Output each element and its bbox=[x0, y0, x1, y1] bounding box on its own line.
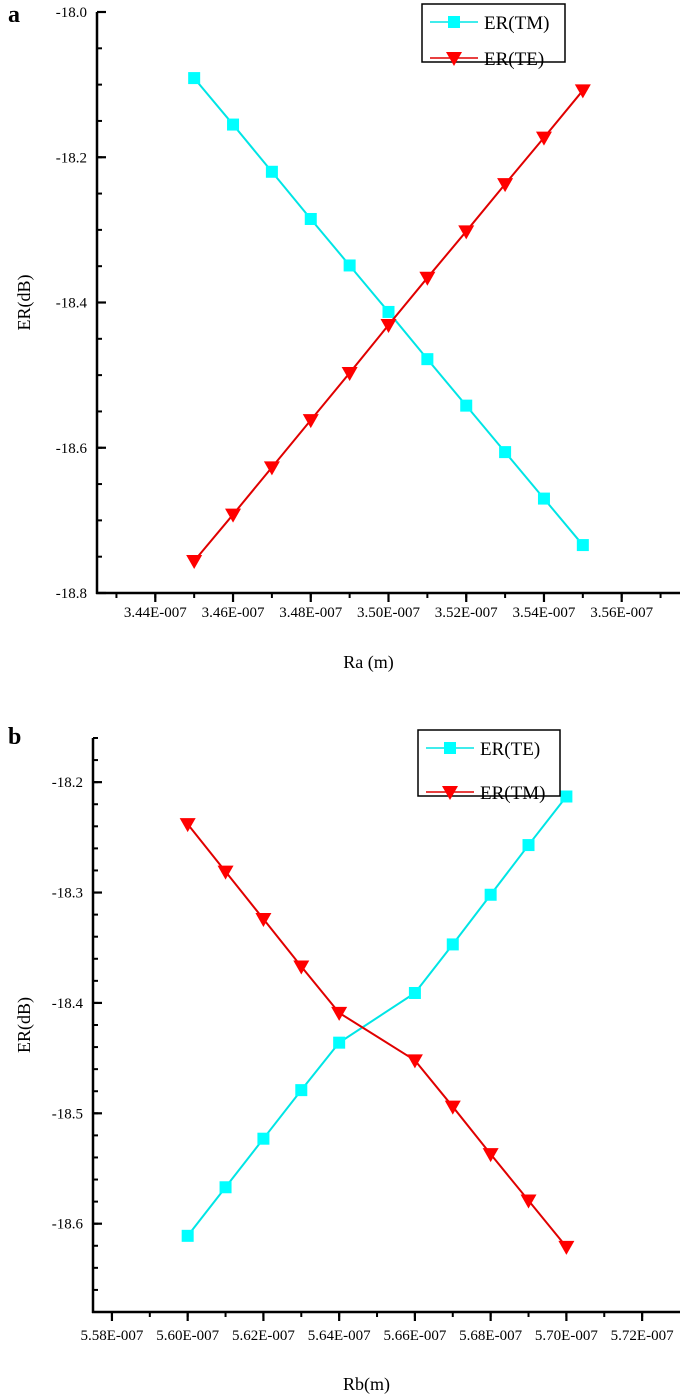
x-tick-label: 5.62E-007 bbox=[232, 1328, 295, 1344]
legend-label: ER(TM) bbox=[484, 13, 549, 34]
data-point bbox=[382, 305, 395, 318]
data-point bbox=[295, 1084, 308, 1097]
data-point bbox=[255, 913, 272, 928]
data-point bbox=[380, 319, 397, 334]
y-tick-label: -18.4 bbox=[52, 996, 84, 1012]
legend-box bbox=[421, 3, 566, 63]
y-tick-label: -18.4 bbox=[56, 296, 88, 312]
data-point bbox=[293, 960, 310, 975]
data-point bbox=[522, 839, 535, 852]
legend-label: ER(TE) bbox=[480, 739, 540, 760]
series-ertm bbox=[188, 72, 589, 552]
x-tick-label: 5.66E-007 bbox=[383, 1328, 446, 1344]
legend: ER(TE) ER(TM) bbox=[417, 729, 561, 804]
data-point bbox=[181, 1229, 194, 1242]
data-point bbox=[535, 131, 552, 146]
data-point bbox=[446, 938, 459, 951]
y-tick-label: -18.5 bbox=[52, 1106, 83, 1122]
data-point bbox=[343, 259, 356, 272]
data-point bbox=[458, 225, 475, 240]
series-line bbox=[186, 795, 568, 1237]
x-axis-label: Ra (m) bbox=[343, 652, 393, 673]
series-erte bbox=[186, 84, 591, 570]
legend-item: ER(TE) bbox=[430, 49, 544, 70]
x-tick-label: 5.68E-007 bbox=[459, 1328, 522, 1344]
x-tick-label: 5.60E-007 bbox=[156, 1328, 219, 1344]
x-tick-label: 3.46E-007 bbox=[202, 605, 265, 621]
data-point bbox=[520, 1194, 537, 1209]
legend-marker bbox=[444, 742, 456, 754]
data-point bbox=[188, 72, 201, 85]
data-point bbox=[263, 461, 280, 476]
legend: ER(TM) ER(TE) bbox=[421, 3, 566, 70]
y-tick-label: -18.3 bbox=[52, 886, 83, 902]
data-point bbox=[227, 118, 240, 131]
data-point bbox=[482, 1148, 499, 1163]
y-tick-label: -18.2 bbox=[56, 150, 87, 166]
x-tick-label: 3.56E-007 bbox=[590, 605, 653, 621]
x-tick-label: 3.54E-007 bbox=[513, 605, 576, 621]
y-tick-label: -18.2 bbox=[52, 775, 83, 791]
data-point bbox=[341, 366, 358, 381]
data-point bbox=[406, 1054, 423, 1069]
data-point bbox=[219, 1181, 232, 1194]
data-point bbox=[497, 178, 514, 193]
y-tick-label: -18.6 bbox=[52, 1217, 84, 1233]
data-point bbox=[225, 508, 242, 523]
data-point bbox=[257, 1132, 270, 1145]
y-tick-label: -18.6 bbox=[56, 441, 88, 457]
data-point bbox=[179, 818, 196, 833]
legend-marker bbox=[442, 786, 458, 800]
x-tick-label: 5.70E-007 bbox=[535, 1328, 598, 1344]
data-point bbox=[333, 1036, 346, 1049]
legend-marker bbox=[448, 16, 460, 28]
x-tick-label: 3.48E-007 bbox=[279, 605, 342, 621]
x-tick-label: 3.50E-007 bbox=[357, 605, 420, 621]
data-point bbox=[574, 84, 591, 99]
x-tick-label: 3.44E-007 bbox=[124, 605, 187, 621]
legend-label: ER(TM) bbox=[480, 783, 545, 804]
data-point bbox=[331, 1006, 348, 1021]
panel-label: b bbox=[8, 724, 21, 750]
y-axis-label: ER(dB) bbox=[14, 274, 35, 330]
legend-label: ER(TE) bbox=[484, 49, 544, 70]
data-point bbox=[419, 271, 436, 286]
legend-item: ER(TE) bbox=[426, 739, 540, 760]
x-tick-label: 5.72E-007 bbox=[611, 1328, 674, 1344]
data-point bbox=[444, 1100, 461, 1115]
data-point bbox=[421, 353, 434, 366]
data-point bbox=[304, 212, 317, 225]
y-tick-label: -18.0 bbox=[56, 5, 87, 21]
y-axis-label: ER(dB) bbox=[14, 997, 35, 1053]
data-point bbox=[499, 446, 512, 459]
chart-b: b -18.2 -18.3 -18.4 -18.5 -18.6 5.58E-007 5.60E… bbox=[8, 724, 680, 1395]
legend-item: ER(TM) bbox=[426, 783, 545, 804]
data-point bbox=[576, 539, 589, 552]
data-point bbox=[186, 555, 203, 570]
data-point bbox=[408, 986, 421, 999]
legend-item: ER(TM) bbox=[430, 13, 549, 34]
data-point bbox=[302, 414, 319, 429]
data-point bbox=[537, 492, 550, 505]
series-line bbox=[186, 823, 568, 1248]
data-point bbox=[217, 865, 234, 880]
x-tick-label: 5.58E-007 bbox=[80, 1328, 143, 1344]
data-point bbox=[460, 399, 473, 412]
series-ertm bbox=[179, 818, 575, 1255]
data-point bbox=[558, 1240, 575, 1255]
panel-label: a bbox=[8, 2, 20, 28]
x-axis-label: Rb(m) bbox=[343, 1374, 390, 1395]
chart-a: a -18.0 -18.2 -18.4 -18.6 -18.8 3.44E-007 3.46E… bbox=[8, 2, 680, 673]
legend-box bbox=[417, 729, 561, 797]
x-tick-label: 3.52E-007 bbox=[435, 605, 498, 621]
series-erte bbox=[181, 790, 573, 1242]
x-tick-label: 5.64E-007 bbox=[308, 1328, 371, 1344]
legend-marker bbox=[446, 52, 462, 66]
data-point bbox=[484, 888, 497, 901]
data-point bbox=[560, 790, 573, 803]
y-tick-label: -18.8 bbox=[56, 586, 87, 602]
data-point bbox=[265, 165, 278, 178]
